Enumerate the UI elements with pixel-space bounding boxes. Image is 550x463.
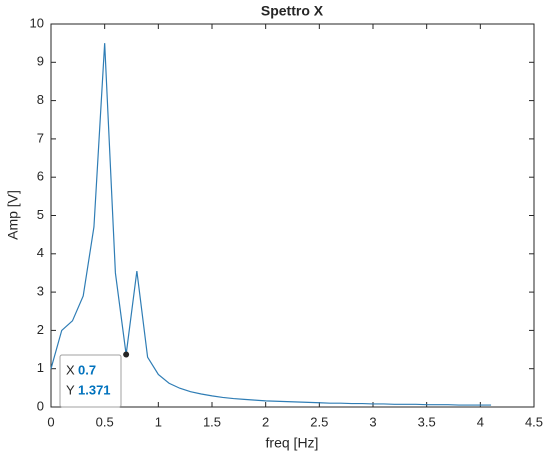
y-tick-label: 0 — [37, 398, 44, 413]
y-tick-label: 4 — [37, 245, 44, 260]
datatip-y-label: Y — [66, 382, 75, 397]
data-line — [50, 43, 492, 406]
x-tick-label: 3.5 — [418, 414, 436, 429]
y-tick-label: 8 — [37, 92, 44, 107]
x-tick-label: 4 — [477, 414, 484, 429]
x-tick-label: 2.5 — [310, 414, 328, 429]
x-tick-label: 2 — [262, 414, 269, 429]
x-tick-label: 0 — [47, 414, 54, 429]
y-tick-label: 6 — [37, 169, 44, 184]
datatip-y-value: 1.371 — [78, 382, 111, 397]
datatip-marker — [123, 351, 130, 358]
datatip-x-value: 0.7 — [78, 362, 96, 377]
y-tick-label: 10 — [30, 15, 44, 30]
y-tick-label: 2 — [37, 322, 44, 337]
y-tick-label: 1 — [37, 360, 44, 375]
x-tick-label: 1.5 — [203, 414, 221, 429]
y-tick-label: 7 — [37, 130, 44, 145]
x-axis-label: freq [Hz] — [266, 435, 319, 451]
x-tick-label: 3 — [369, 414, 376, 429]
y-tick-label: 5 — [37, 207, 44, 222]
datatip-x-label: X — [66, 362, 75, 377]
x-tick-label: 0.5 — [96, 414, 114, 429]
y-axis-label: Amp [V] — [5, 190, 21, 240]
y-tick-label: 3 — [37, 284, 44, 299]
x-tick-label: 4.5 — [525, 414, 543, 429]
x-tick-label: 1 — [155, 414, 162, 429]
y-tick-label: 9 — [37, 54, 44, 69]
datatip-box — [59, 354, 122, 408]
chart-title: Spettro X — [261, 3, 324, 19]
